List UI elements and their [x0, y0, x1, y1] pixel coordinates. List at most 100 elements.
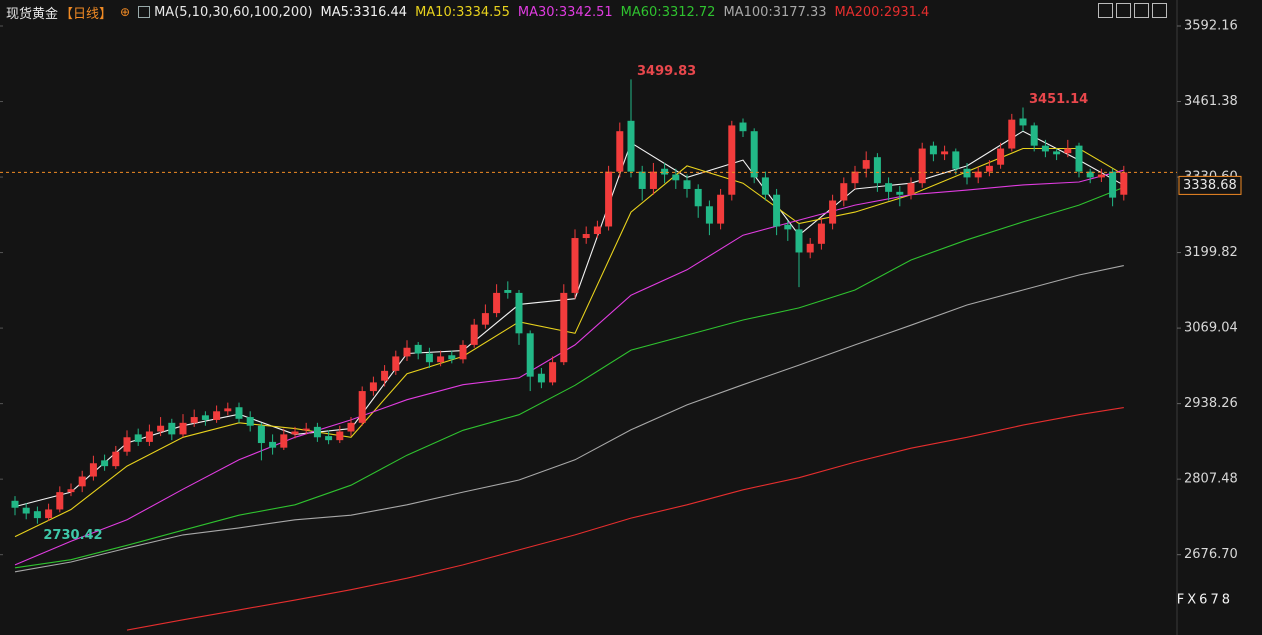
candle-body: [269, 441, 277, 448]
candle-body: [851, 171, 859, 184]
candle-body: [224, 408, 232, 412]
candle-body: [739, 122, 747, 132]
candle-body: [459, 344, 467, 360]
watermark: FX678: [1177, 593, 1233, 608]
ma-line: [14, 265, 1124, 573]
candle-body: [952, 151, 960, 169]
candle-body: [728, 125, 736, 195]
candle-body: [571, 238, 579, 293]
period[interactable]: 【日线】: [60, 6, 113, 22]
candle-body: [549, 362, 557, 383]
candle-body: [257, 425, 265, 444]
add-icon[interactable]: ⊕: [120, 5, 131, 19]
candle-body: [705, 206, 713, 224]
candle-body: [134, 434, 142, 442]
candle-body: [817, 223, 825, 244]
indicator[interactable]: MA(5,10,30,60,100,200): [154, 4, 313, 20]
candle-body: [313, 426, 321, 438]
candle-body: [123, 437, 131, 452]
candle-body: [235, 407, 243, 419]
candle-body: [526, 333, 534, 377]
candle-body: [280, 434, 288, 448]
candle-body: [941, 151, 949, 155]
candle-body: [56, 492, 64, 510]
candle-body: [246, 417, 254, 426]
candle-body: [1030, 125, 1038, 146]
candle-body: [1008, 119, 1016, 149]
candle-body: [616, 131, 624, 172]
candle-body: [78, 476, 86, 487]
candle-body: [145, 431, 153, 442]
annotation: 3451.14: [1029, 92, 1088, 107]
candle-body: [347, 422, 355, 432]
candle-body: [717, 194, 725, 224]
annotation: 3499.83: [637, 64, 696, 79]
candle-body: [336, 431, 344, 441]
candle-body: [929, 145, 937, 155]
candle-body: [403, 347, 411, 357]
candle-body: [829, 200, 837, 224]
candle-body: [291, 431, 299, 435]
tool-button[interactable]: [1134, 3, 1149, 18]
header: 现货黄金 【日线】 ⊕ MA(5,10,30,60,100,200) MA5:3…: [6, 3, 930, 22]
y-tick-label: 3199.82: [1184, 245, 1238, 260]
candle-body: [437, 356, 445, 363]
candle-body: [213, 411, 221, 420]
legend-entry: MA30:3342.51: [517, 4, 613, 20]
candle-body: [974, 171, 982, 178]
candle-body: [112, 451, 120, 467]
y-tick-label: 2676.70: [1184, 547, 1238, 562]
tool-button[interactable]: [1098, 3, 1113, 18]
tool-button[interactable]: [1152, 3, 1167, 18]
candle-body: [862, 160, 870, 169]
y-tick-label: 3069.04: [1184, 321, 1238, 336]
ma-lines: [14, 130, 1125, 631]
legend-entry: MA200:2931.4: [834, 4, 930, 20]
candle-body: [750, 131, 758, 178]
candle-body: [795, 229, 803, 253]
ma-line: [14, 169, 1124, 566]
candle-body: [1053, 151, 1061, 155]
candle-body: [369, 382, 377, 392]
candle-body: [582, 233, 590, 239]
y-tick-label: 2938.26: [1184, 396, 1238, 411]
y-tick-label: 3461.38: [1184, 94, 1238, 109]
candle-body: [537, 373, 545, 383]
candle-body: [560, 292, 568, 363]
candle-body: [784, 224, 792, 230]
legend-entry: MA10:3334.55: [415, 4, 510, 20]
candle-body: [157, 425, 165, 432]
candle-body: [672, 174, 680, 181]
candle-body: [515, 292, 523, 334]
indicator-icon[interactable]: [138, 6, 151, 18]
candle-body: [694, 188, 702, 207]
candle-body: [470, 324, 478, 345]
candle-body: [885, 183, 893, 192]
candle-body: [1019, 118, 1027, 126]
candle-body: [1041, 145, 1049, 152]
candle-body: [381, 370, 389, 381]
candle-body: [481, 313, 489, 325]
candle-body: [806, 243, 814, 253]
candle-body: [504, 290, 512, 293]
legend-entry: MA60:3312.72: [620, 4, 716, 20]
candle-body: [638, 171, 646, 189]
price-label: 3338.68: [1183, 178, 1237, 193]
ma-line: [126, 407, 1124, 631]
candle-body: [89, 463, 97, 477]
candle-body: [392, 356, 400, 371]
candle-body: [985, 165, 993, 172]
candle-body: [33, 511, 41, 519]
tool-button[interactable]: [1116, 3, 1131, 18]
annotation: 2730.42: [43, 528, 102, 543]
candle-body: [605, 171, 613, 227]
y-tick-label: 3592.16: [1184, 19, 1238, 34]
candle-body: [997, 148, 1005, 165]
candle-body: [22, 507, 30, 514]
chart-title: 现货黄金: [6, 6, 59, 22]
legend-entry: MA100:3177.33: [723, 4, 827, 20]
candle-body: [918, 148, 926, 184]
candle-body: [627, 120, 635, 172]
candle-body: [414, 344, 422, 354]
candle-body: [325, 436, 333, 441]
